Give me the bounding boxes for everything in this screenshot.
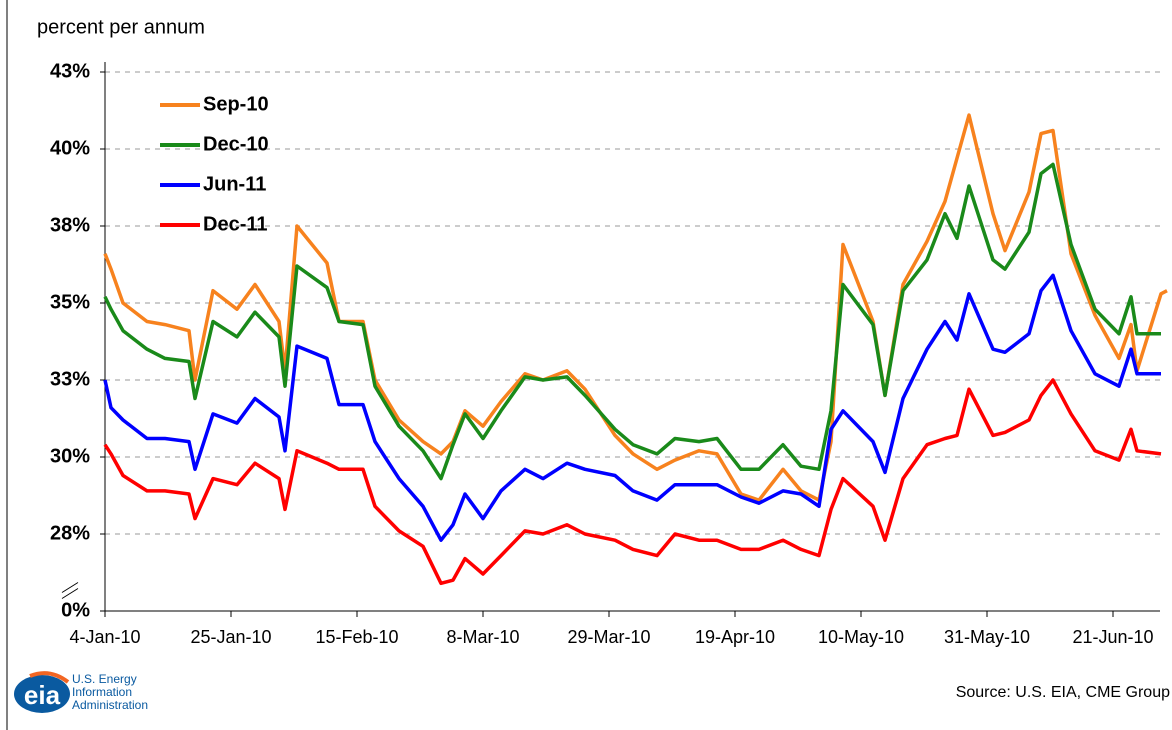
y-tick-label: 28% <box>50 522 90 544</box>
x-tick-label: 10-May-10 <box>818 627 904 647</box>
logo-mark: eia <box>24 680 61 710</box>
legend-label: Sep-10 <box>203 93 269 115</box>
legend-label: Dec-10 <box>203 133 269 155</box>
y-tick-label: 33% <box>50 368 90 390</box>
x-tick-label: 29-Mar-10 <box>567 627 650 647</box>
axis-break <box>61 588 79 599</box>
x-tick-label: 15-Feb-10 <box>315 627 398 647</box>
y-tick-label: 35% <box>50 291 90 313</box>
x-tick-label: 21-Jun-10 <box>1072 627 1153 647</box>
logo-swoosh <box>29 671 70 684</box>
logo-text: Information <box>72 685 132 699</box>
y-tick-label: 38% <box>50 214 90 236</box>
y-tick-label: 0% <box>61 599 90 621</box>
series-line <box>103 273 1161 542</box>
x-tick-label: 8-Mar-10 <box>446 627 519 647</box>
x-tick-label: 4-Jan-10 <box>69 627 140 647</box>
source: Source: U.S. EIA, CME Group <box>956 684 1170 701</box>
x-tick-label: 31-May-10 <box>944 627 1030 647</box>
y-tick-label: 40% <box>50 137 90 159</box>
series-line <box>103 113 1168 502</box>
series-line <box>103 162 1161 481</box>
y-axis-label: percent per annum <box>37 16 205 38</box>
series-line <box>103 378 1162 586</box>
axis-break <box>61 582 79 593</box>
logo: eia U.S. Energy Information Administrati… <box>14 671 148 713</box>
y-tick-label: 30% <box>50 445 90 467</box>
y-tick-label: 43% <box>50 60 90 82</box>
logo-text: Administration <box>72 698 148 712</box>
logo-text: U.S. Energy <box>72 672 137 686</box>
legend-label: Jun-11 <box>203 173 266 195</box>
x-tick-label: 19-Apr-10 <box>695 627 775 647</box>
logo-shape <box>14 675 70 713</box>
x-tick-label: 25-Jan-10 <box>190 627 271 647</box>
legend-label: Dec-11 <box>203 213 268 235</box>
